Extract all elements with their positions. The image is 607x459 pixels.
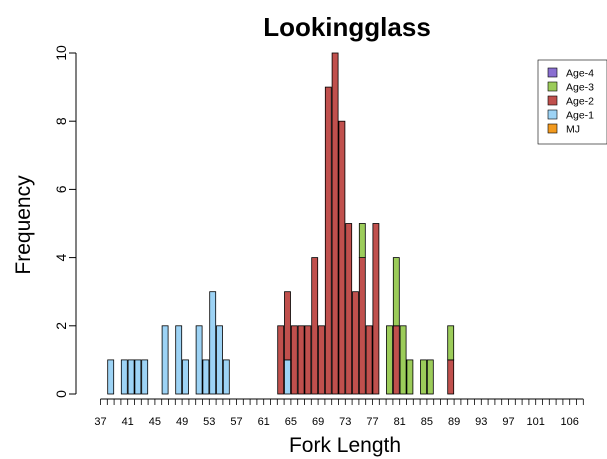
bar-age-1 [161,325,169,395]
bar-age-1 [127,359,135,395]
bar-age-3 [386,325,393,395]
bar-age-3 [406,359,414,395]
legend-swatch [547,67,558,78]
y-axis-label: Frequency [12,175,35,275]
bar-age-1 [134,359,142,395]
bar-age-2 [365,325,373,395]
bar-age-1 [141,359,149,395]
x-tick-label: 93 [475,416,487,428]
x-tick-label: 97 [502,416,514,428]
legend-swatch [547,109,558,120]
y-tick-label: 6 [53,185,69,193]
x-tick-label: 53 [203,416,215,428]
x-tick-label: 49 [176,416,188,428]
x-axis-label: Fork Length [289,434,401,457]
bar-age-3 [358,223,366,258]
x-tick-label: 61 [258,416,270,428]
y-tick-label: 10 [53,45,69,61]
bar-age-1 [222,359,230,395]
bar-age-2 [338,120,346,395]
x-tick-label: 41 [122,416,134,428]
bar-age-3 [426,359,434,395]
bar-age-2 [318,325,325,395]
y-tick-label: 8 [53,117,69,125]
bar-age-1 [209,291,217,395]
bar-age-1 [284,359,291,395]
legend-entry: Age-1 [566,110,594,122]
bar-age-2 [392,325,400,395]
x-tick-label: 37 [94,416,106,428]
legend-entry: MJ [566,124,580,136]
x-tick-label: 73 [339,416,351,428]
bars-group [107,52,455,395]
bar-age-1 [195,325,203,395]
x-tick-label: 106 [561,416,579,428]
bar-age-2 [352,291,359,395]
bar-age-2 [290,325,298,395]
bar-age-3 [420,359,427,395]
x-tick-label: 69 [312,416,324,428]
bar-age-2 [311,257,319,395]
bar-age-1 [216,325,223,395]
y-tick-label: 0 [53,390,69,398]
bar-age-1 [182,359,189,395]
bar-age-1 [107,359,115,395]
x-tick-label: 85 [421,416,433,428]
legend: Age-4 Age-3 Age-2 Age-1 MJ [537,59,607,145]
bar-age-2 [304,325,312,395]
legend-entry: Age-2 [566,96,594,108]
bar-age-2 [358,257,366,395]
bar-age-2 [447,359,455,395]
bar-age-2 [372,223,380,395]
bar-age-1 [202,359,210,395]
x-tick-label: 89 [448,416,460,428]
legend-swatch [547,81,558,92]
bar-age-2 [284,291,291,361]
bar-age-2 [324,86,332,395]
bar-age-1 [175,325,183,395]
legend-swatch [547,123,558,134]
x-tick-label: 65 [285,416,297,428]
bar-age-3 [392,257,400,327]
bar-age-3 [399,325,407,395]
bar-age-1 [120,359,128,395]
y-axis: 0 2 4 6 8 10 [53,45,77,398]
bar-age-2 [331,52,339,395]
bar-age-3 [447,325,455,361]
x-tick-label: 45 [149,416,161,428]
x-axis: 37 41 45 49 53 57 61 65 69 73 77 81 85 89 93 97 101 106 [94,398,584,428]
legend-entry: Age-4 [566,68,594,80]
x-tick-label: 101 [527,416,545,428]
bar-age-2 [297,325,305,395]
x-tick-label: 57 [230,416,242,428]
y-tick-label: 4 [53,253,69,261]
y-tick-label: 2 [53,322,69,330]
chart-title: Lookingglass [263,12,431,42]
bar-age-2 [345,223,353,395]
x-tick-label: 77 [366,416,378,428]
legend-entry: Age-3 [566,82,594,94]
x-tick-label: 81 [394,416,406,428]
bar-age-2 [277,325,285,395]
legend-swatch [547,95,558,106]
